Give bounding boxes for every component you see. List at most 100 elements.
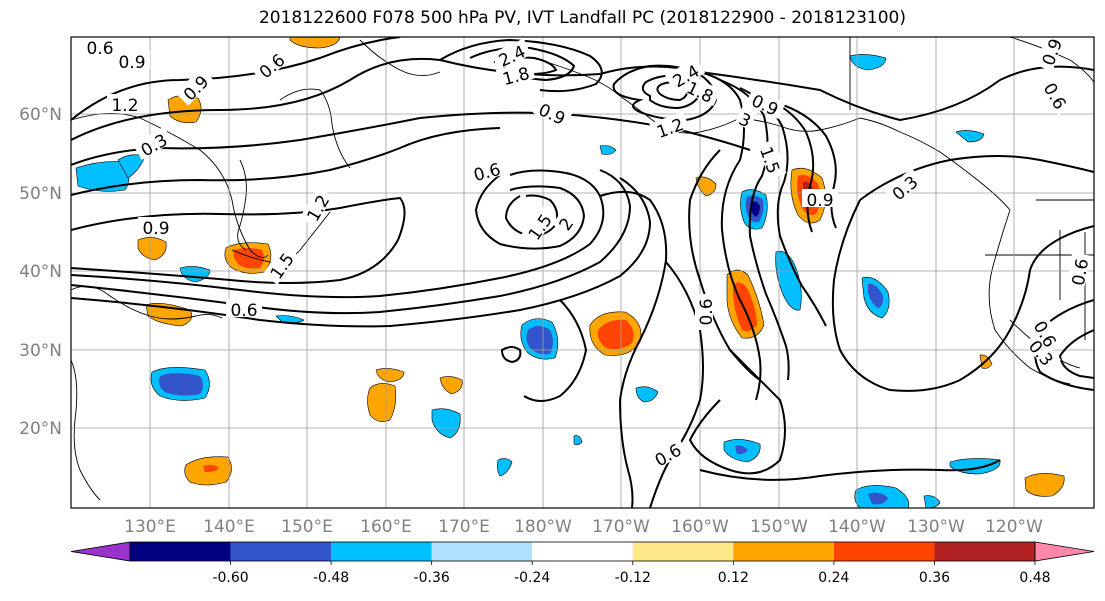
contour-label-bg [664,57,706,92]
contour-label-group: 0.9 [114,51,150,73]
contour-label-bg [491,38,532,70]
contour-label-bg [82,37,118,55]
negative-anomaly-blob [526,326,553,355]
contour-label: 0.9 [118,53,145,73]
colorbar-tick-label: -0.12 [615,570,651,586]
contour-label-group: 0.6 [226,299,262,321]
contour-label-group: 3 [734,106,757,132]
contour-label: 0.6 [86,39,113,59]
contour-label-bg [1024,332,1061,372]
negative-anomaly-blob [735,445,748,455]
contour-label: 0.6 [1069,257,1093,287]
longitude-label: 130°E [124,517,176,537]
positive-anomaly-blob [733,282,757,332]
contour-label-bg [1035,37,1065,72]
contour-label-bg [175,67,214,106]
colorbar-segment [431,542,533,561]
coastlines [71,37,1094,501]
contour-label-bg [745,87,786,119]
latitude-label: 20°N [19,419,62,439]
contour-label-bg [132,126,174,161]
contour-label-bg [757,139,787,180]
contour-label-bg [138,217,174,235]
negative-anomaly-blob [158,373,203,396]
colorbar-segment [934,542,1035,561]
contour-label-bg [520,205,557,246]
positive-anomaly-blob [695,176,717,197]
longitude-axis-labels: 130°E 140°E 150°E 160°E 170°E 180°W 170°W 160°W… [124,517,1043,537]
longitude-label: 160°W [671,517,729,537]
contour-label: 0.9 [142,219,169,239]
colorbar-tick-label: -0.60 [212,570,248,586]
longitude-label: 140°E [203,517,255,537]
contour-label-bg [646,436,688,471]
colorbar-outline [129,541,1036,562]
contour-label-bg [532,96,573,128]
contour-label-group: 1.2 [107,94,143,116]
positive-anomaly-blob [137,237,167,261]
longitude-label: 160°E [360,517,412,537]
contour-label: 0.6 [697,298,717,325]
contour-label-bg [802,189,838,207]
colorbar-segment [833,542,935,561]
colorbar-min-extension [70,541,131,562]
positive-anomaly-blob [1024,473,1065,497]
contour-label: 0.9 [806,191,833,211]
longitude-label: 180°W [514,517,572,537]
longitude-label: 130°W [907,517,965,537]
contour-label-group: 0.6 [1066,252,1093,291]
positive-anomaly-blob [233,248,265,269]
colorbar-segment [632,542,734,561]
contour-label: 0.6 [230,301,257,321]
contour-label-group: 2 [552,211,578,235]
negative-anomaly-blob [751,201,760,217]
positive-anomaly-blob [367,383,397,422]
latitude-axis-labels: 60°N 50°N 40°N 30°N 20°N [19,105,62,439]
colorbar-segment [733,542,834,561]
contour-label-group: 0.9 [138,217,174,239]
negative-anomaly-blob [955,130,985,143]
positive-anomaly-blob [375,368,405,383]
contour-label: 1.2 [111,96,138,116]
contour-label-group: 0.9 [802,189,838,211]
contour-label-bg [1066,252,1091,291]
positive-anomaly-blob [597,319,634,350]
map-background [71,37,1094,508]
negative-anomaly-blob [868,283,884,308]
negative-anomaly-blob [573,435,583,445]
contour-label-bg [884,168,924,205]
contour-label-group: 1.8 [495,60,536,90]
contour-label-bg [299,186,334,228]
colorbar-segment [331,542,432,561]
contour-label-bg [552,211,577,235]
latitude-label: 30°N [19,341,62,361]
colorbar-segment [130,542,231,561]
contour-label-bg [695,294,713,330]
negative-anomaly-blob [635,386,659,403]
negative-anomaly-blob [599,145,617,155]
contour-label-bg [1029,312,1064,354]
longitude-label: 170°W [592,517,650,537]
contour-label-bg [226,299,262,317]
colorbar-tick-label: -0.48 [313,570,349,586]
negative-anomaly-blob [775,251,802,311]
contour-label-bg [251,46,291,83]
contour-label-bg [107,94,143,112]
contour-label-group: 0.6 [695,294,717,330]
colorbar-tick-label: 0.24 [818,570,849,586]
positive-anomaly-blob [289,37,341,49]
contour-label-bg [734,106,757,130]
colorbar-tick-label: 0.48 [1019,570,1050,586]
colorbar: -0.60 -0.48 -0.36 -0.24 -0.12 0.12 0.24 0.36 0.4… [70,541,1095,586]
negative-anomaly-blob [497,458,513,477]
contour-label-bg [114,51,150,69]
longitude-label: 150°W [750,517,808,537]
positive-anomaly-blob [439,376,463,395]
negative-anomaly-blob [868,492,888,505]
colorbar-segment [230,542,332,561]
contour-label-bg [680,74,721,106]
colorbar-tick-label: -0.36 [414,570,450,586]
map-frame [70,36,1095,509]
